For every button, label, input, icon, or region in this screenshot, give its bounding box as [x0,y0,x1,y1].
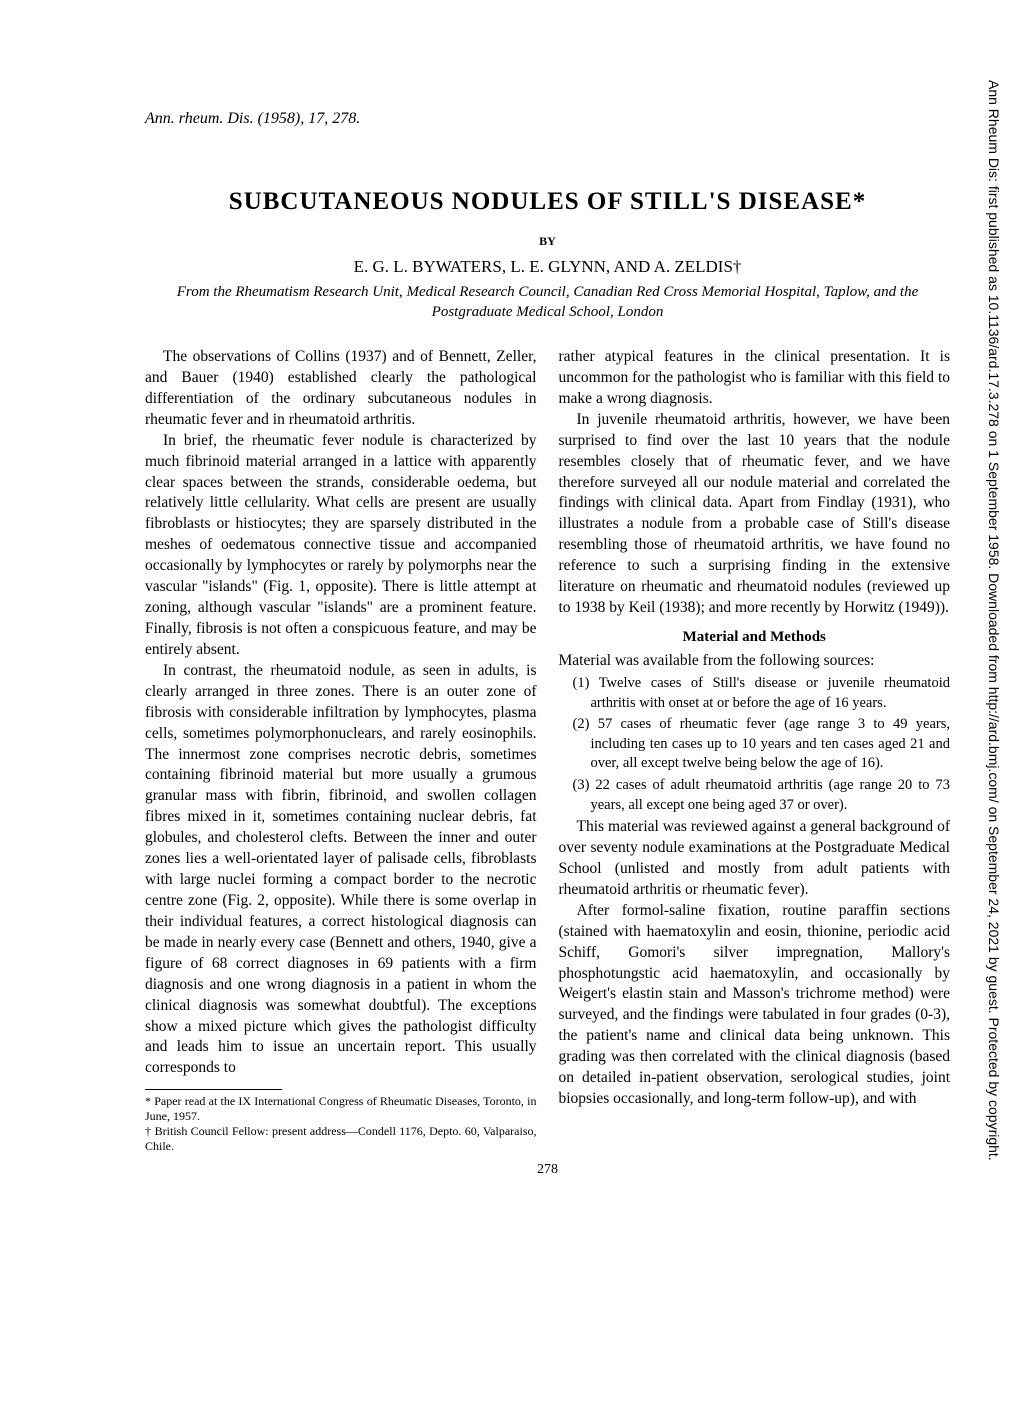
paragraph: In contrast, the rheumatoid nodule, as s… [145,661,537,1079]
left-column: The observations of Collins (1937) and o… [145,347,537,1154]
affiliation: From the Rheumatism Research Unit, Medic… [145,283,950,322]
material-list: (1) Twelve cases of Still's disease or j… [559,674,951,815]
body-columns: The observations of Collins (1937) and o… [145,347,950,1154]
paragraph: After formol-saline fixation, routine pa… [559,901,951,1110]
by-line: BY [145,234,950,249]
paragraph: In juvenile rheumatoid arthritis, howeve… [559,410,951,619]
footnote: † British Council Fellow: present addres… [145,1124,537,1154]
section-heading: Material and Methods [559,627,951,647]
list-item: (1) Twelve cases of Still's disease or j… [559,674,951,713]
paragraph: rather atypical features in the clinical… [559,347,951,410]
right-column: rather atypical features in the clinical… [559,347,951,1154]
footnote-separator [145,1089,282,1090]
paragraph: In brief, the rheumatic fever nodule is … [145,431,537,661]
list-item: (2) 57 cases of rheumatic fever (age ran… [559,715,951,774]
page-number: 278 [145,1162,950,1178]
paragraph: This material was reviewed against a gen… [559,817,951,901]
footnote: * Paper read at the IX International Con… [145,1094,537,1124]
authors: E. G. L. BYWATERS, L. E. GLYNN, AND A. Z… [145,257,950,277]
side-citation: Ann Rheum Dis: first published as 10.113… [986,80,1002,1340]
journal-page: Ann. rheum. Dis. (1958), 17, 278. SUBCUT… [0,0,1020,1218]
article-title: SUBCUTANEOUS NODULES OF STILL'S DISEASE* [145,188,950,216]
paragraph: The observations of Collins (1937) and o… [145,347,537,431]
header-reference: Ann. rheum. Dis. (1958), 17, 278. [145,110,950,128]
list-item: (3) 22 cases of adult rheumatoid arthrit… [559,776,951,815]
paragraph: Material was available from the followin… [559,651,951,672]
